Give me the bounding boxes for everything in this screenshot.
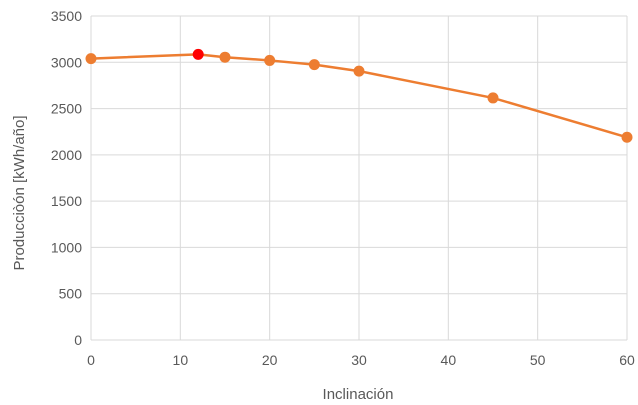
grid xyxy=(90,15,628,341)
data-point xyxy=(353,65,365,77)
y-tick-label: 1000 xyxy=(51,239,82,255)
data-point xyxy=(487,92,499,104)
x-tick-label: 60 xyxy=(619,352,635,368)
data-point-highlight xyxy=(192,48,204,60)
y-tick-label: 1500 xyxy=(51,193,82,209)
x-tick-label: 0 xyxy=(87,352,95,368)
x-tick-label: 30 xyxy=(351,352,367,368)
y-tick-label: 3000 xyxy=(51,54,82,70)
y-tick-label: 500 xyxy=(59,286,83,302)
x-tick-label: 20 xyxy=(262,352,278,368)
data-point xyxy=(264,54,276,66)
x-tick-label: 40 xyxy=(441,352,457,368)
data-point xyxy=(219,51,231,63)
tick-labels: 0 500 1000 1500 2000 2500 3000 3500 0 10 20 30 40 50 6… xyxy=(51,8,635,368)
y-tick-label: 3500 xyxy=(51,8,82,24)
data-point xyxy=(308,59,320,71)
x-tick-label: 10 xyxy=(173,352,189,368)
x-tick-label: 50 xyxy=(530,352,546,368)
y-axis-title: Producciòón [kWh/año] xyxy=(11,115,28,270)
y-tick-label: 0 xyxy=(74,332,82,348)
data-point xyxy=(85,53,97,65)
series xyxy=(85,48,633,143)
y-tick-label: 2000 xyxy=(51,147,82,163)
y-tick-label: 2500 xyxy=(51,101,82,117)
data-point xyxy=(621,131,633,143)
x-axis-title: Inclinación xyxy=(323,386,394,403)
